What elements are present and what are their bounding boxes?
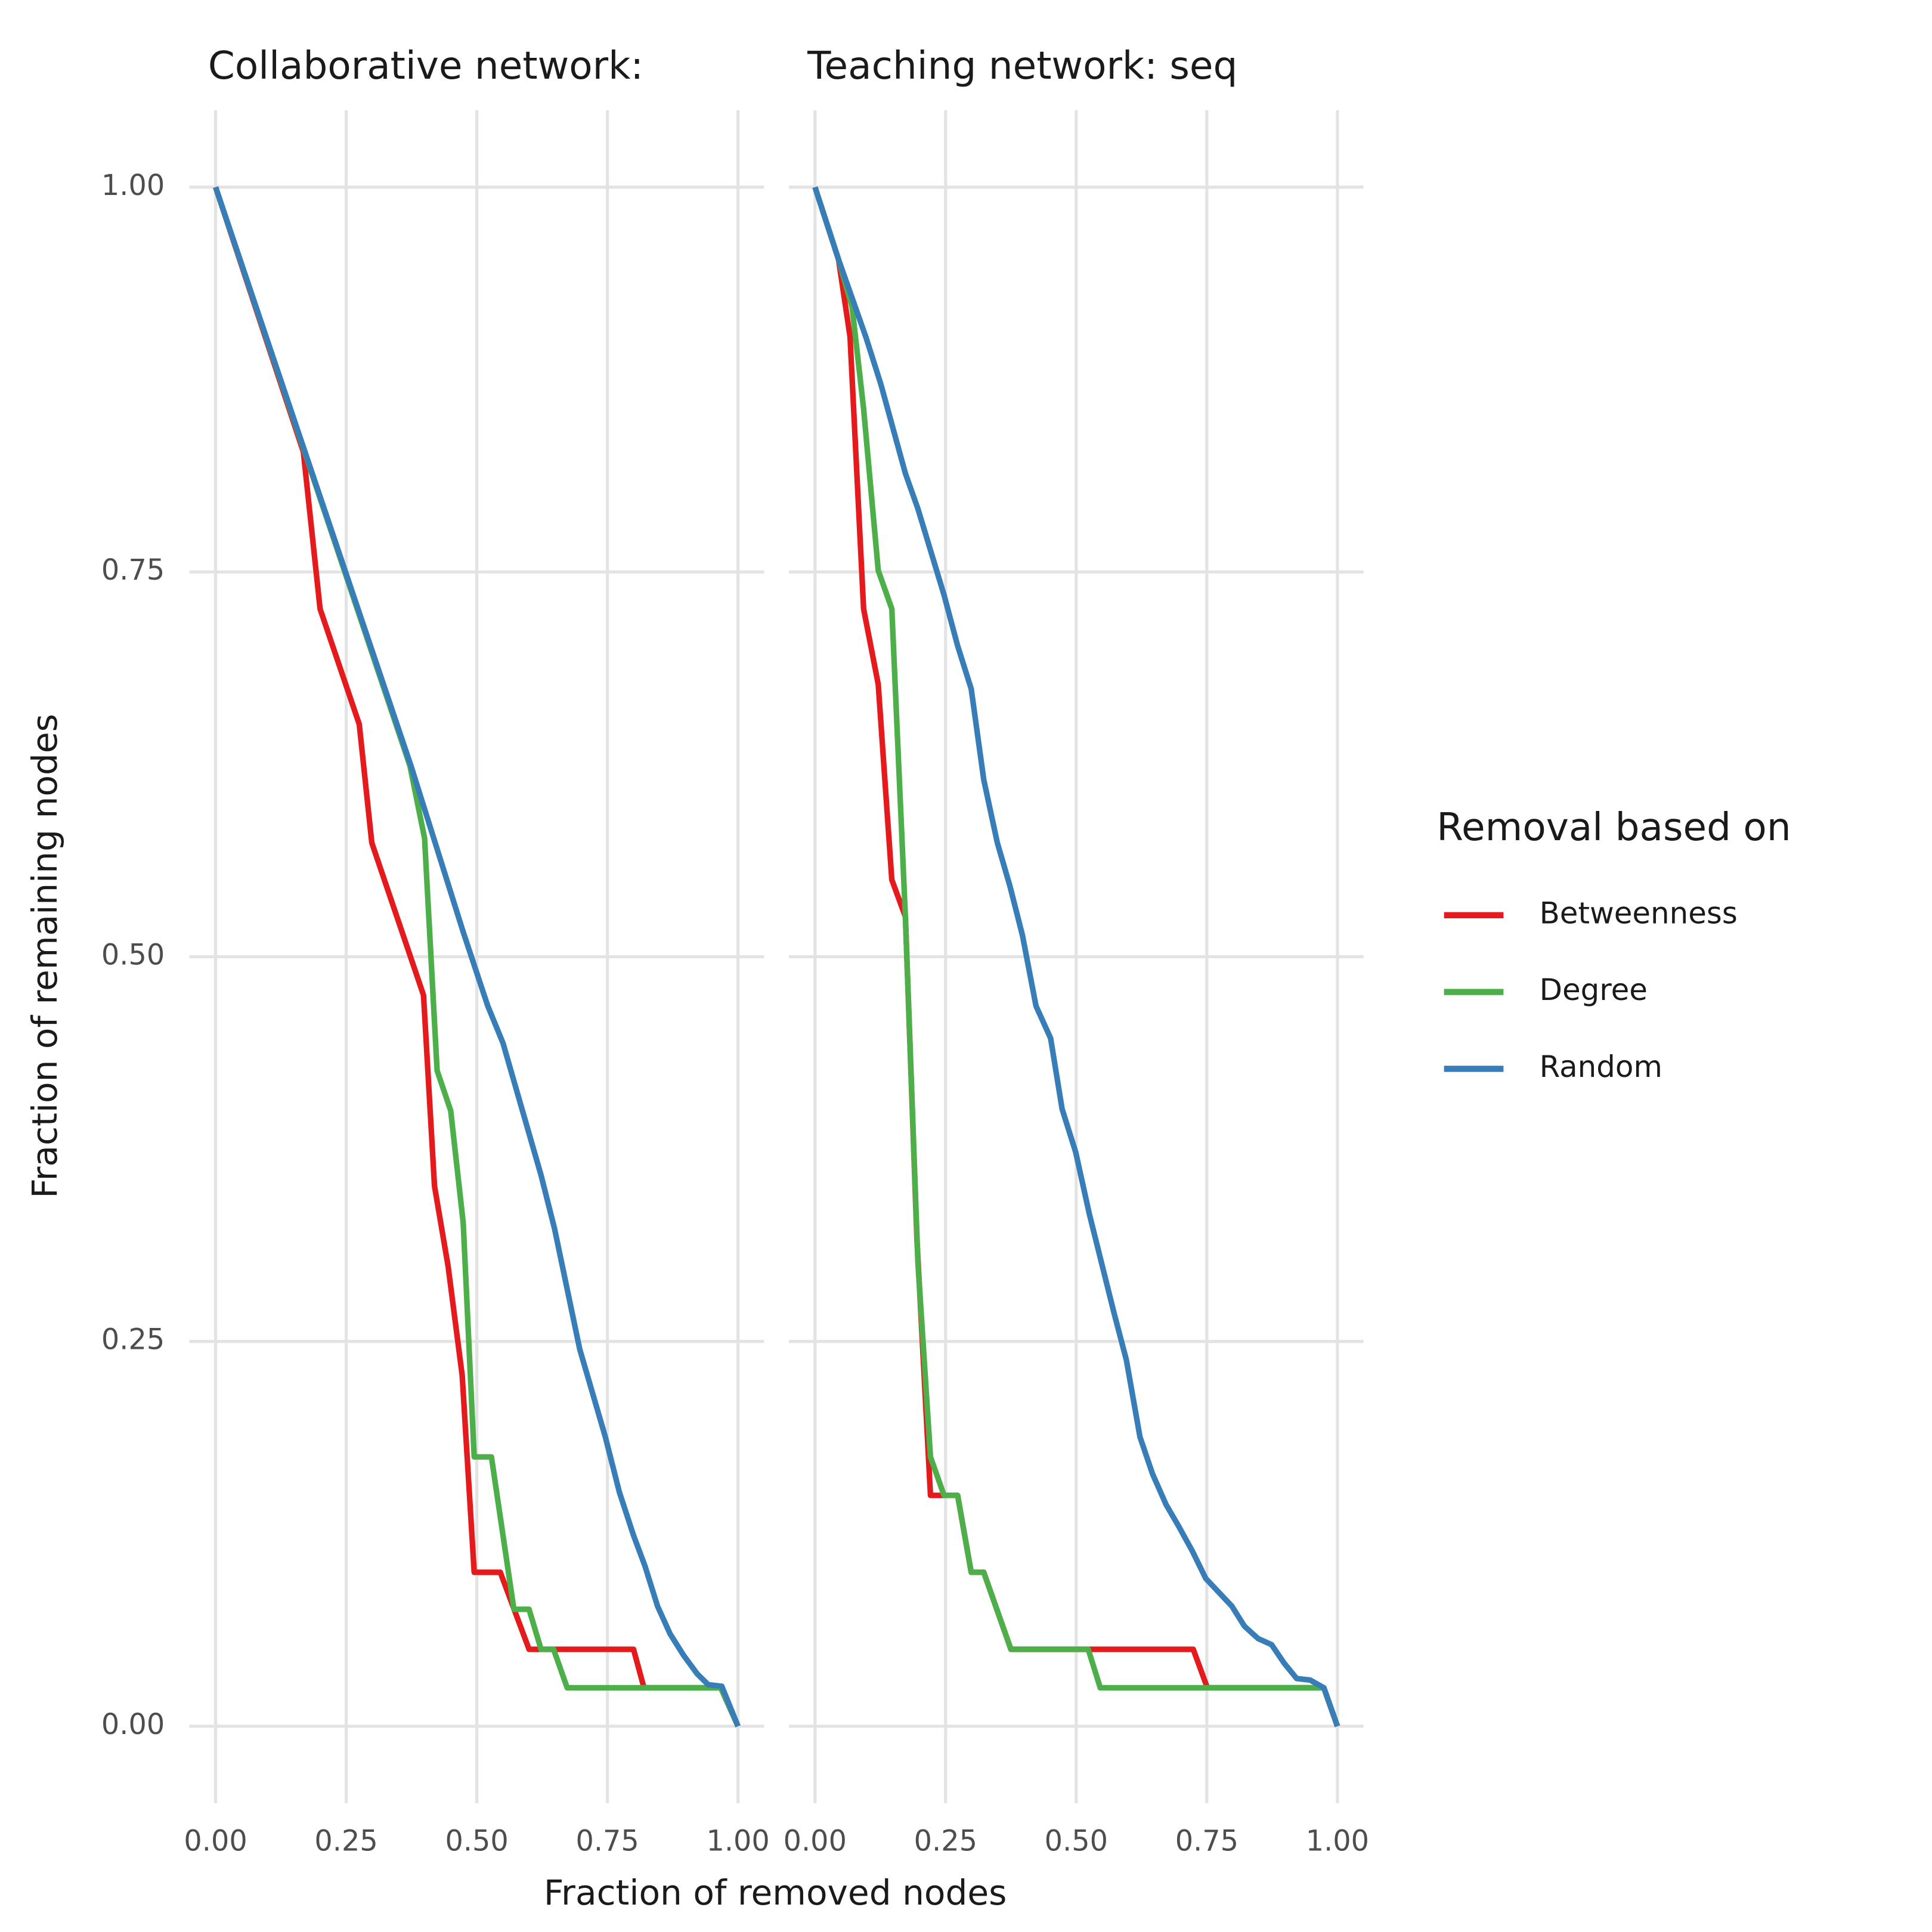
series-line <box>812 186 1340 1727</box>
x-tick-label: 0.75 <box>575 1825 639 1857</box>
x-tick-label: 0.25 <box>314 1825 377 1857</box>
x-tick-label: 1.00 <box>706 1825 769 1857</box>
series-line <box>812 186 1340 1727</box>
series-line <box>213 186 741 1727</box>
legend-label: Betweenness <box>1540 896 1738 930</box>
panel-title: Teaching network: seq <box>807 44 1237 88</box>
x-tick-label: 0.00 <box>784 1825 847 1857</box>
x-tick-label: 0.25 <box>914 1825 977 1857</box>
legend-label: Degree <box>1540 973 1648 1007</box>
legend-label: Random <box>1540 1049 1662 1084</box>
y-axis-label: Fraction of remaining nodes <box>24 714 65 1199</box>
x-tick-label: 0.50 <box>445 1825 508 1857</box>
x-tick-label: 1.00 <box>1306 1825 1369 1857</box>
series-line <box>812 186 1340 1727</box>
x-tick-label: 0.75 <box>1175 1825 1239 1857</box>
series-line <box>213 186 741 1727</box>
y-tick-label: 0.75 <box>101 554 165 587</box>
x-tick-label: 0.50 <box>1045 1825 1108 1857</box>
legend-title: Removal based on <box>1436 805 1791 850</box>
y-tick-label: 0.50 <box>101 939 165 971</box>
y-tick-label: 0.00 <box>101 1708 165 1741</box>
y-tick-label: 0.25 <box>101 1324 165 1357</box>
panel-title: Collaborative network: <box>208 44 643 88</box>
x-tick-label: 0.00 <box>184 1825 247 1857</box>
x-axis-label: Fraction of removed nodes <box>544 1872 1007 1913</box>
y-tick-label: 1.00 <box>101 169 165 202</box>
series-line <box>213 186 741 1727</box>
